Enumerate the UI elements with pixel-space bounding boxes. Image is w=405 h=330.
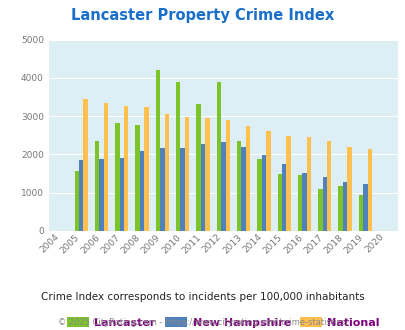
Text: Crime Index corresponds to incidents per 100,000 inhabitants: Crime Index corresponds to incidents per… — [41, 292, 364, 302]
Bar — [286, 136, 290, 231]
Bar — [164, 114, 169, 231]
Bar — [115, 123, 119, 231]
Bar — [358, 195, 362, 231]
Bar — [261, 155, 266, 231]
Bar — [302, 173, 306, 231]
Bar — [160, 148, 164, 231]
Bar — [83, 99, 87, 231]
Bar — [205, 118, 209, 231]
Bar — [337, 186, 342, 231]
Bar — [176, 82, 180, 231]
Bar — [216, 82, 220, 231]
Bar — [241, 147, 245, 231]
Bar — [220, 142, 225, 231]
Bar — [281, 164, 286, 231]
Bar — [245, 126, 249, 231]
Bar — [95, 141, 99, 231]
Bar — [266, 131, 270, 231]
Bar — [75, 171, 79, 231]
Bar — [342, 182, 347, 231]
Bar — [99, 159, 104, 231]
Bar — [306, 137, 311, 231]
Bar — [156, 70, 160, 231]
Bar — [277, 174, 281, 231]
Text: Lancaster Property Crime Index: Lancaster Property Crime Index — [71, 8, 334, 23]
Bar — [326, 141, 330, 231]
Bar — [256, 159, 261, 231]
Bar — [139, 151, 144, 231]
Bar — [297, 175, 301, 231]
Bar — [322, 178, 326, 231]
Bar — [317, 189, 322, 231]
Text: © 2025 CityRating.com - https://www.cityrating.com/crime-statistics/: © 2025 CityRating.com - https://www.city… — [58, 318, 347, 327]
Bar — [144, 107, 148, 231]
Bar — [135, 125, 139, 231]
Bar — [79, 160, 83, 231]
Bar — [346, 147, 351, 231]
Bar — [185, 117, 189, 231]
Bar — [104, 103, 108, 231]
Bar — [196, 104, 200, 231]
Bar — [362, 183, 367, 231]
Legend: Lancaster, New Hampshire, National: Lancaster, New Hampshire, National — [66, 317, 379, 328]
Bar — [225, 120, 229, 231]
Bar — [119, 158, 124, 231]
Bar — [200, 144, 205, 231]
Bar — [367, 149, 371, 231]
Bar — [237, 141, 241, 231]
Bar — [180, 148, 185, 231]
Bar — [124, 106, 128, 231]
